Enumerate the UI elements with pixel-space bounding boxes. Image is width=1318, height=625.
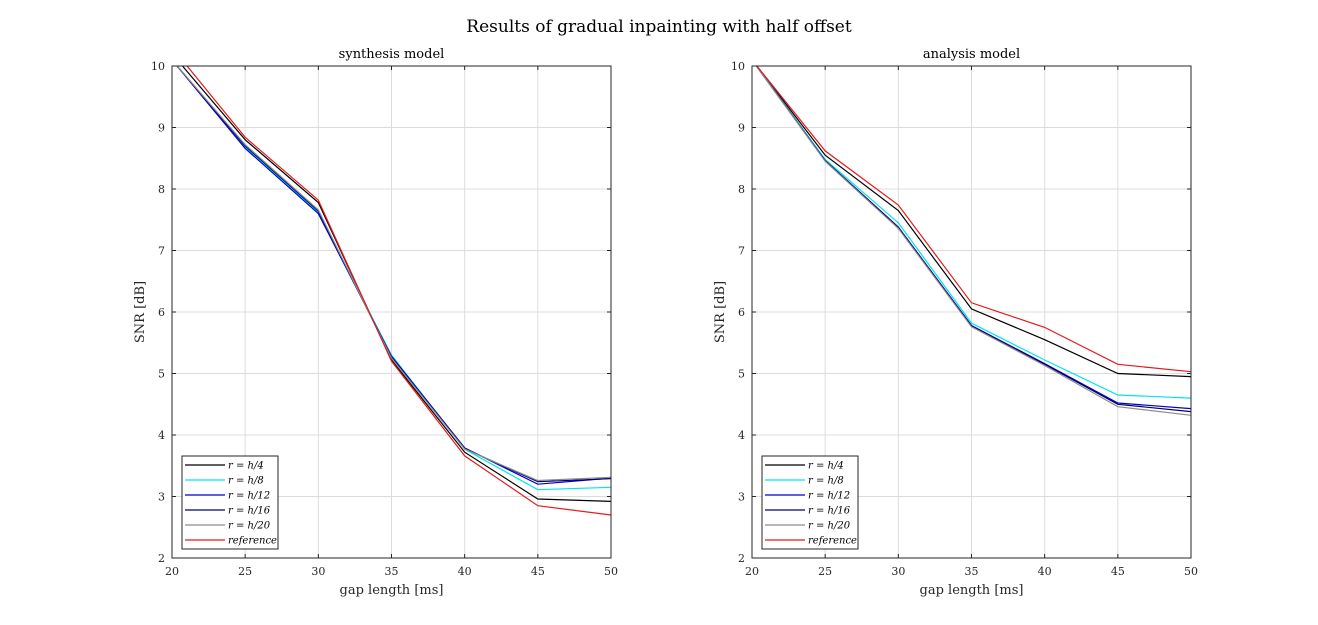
x-tick-label: 20 <box>165 565 179 578</box>
y-tick-label: 4 <box>158 429 165 442</box>
y-tick-label: 9 <box>738 122 745 135</box>
legend-entry: r = h/4 <box>808 461 844 472</box>
series-line-5 <box>755 66 1191 416</box>
y-axis-label: SNR [dB] <box>133 281 148 343</box>
x-axis-label: gap length [ms] <box>340 583 444 598</box>
y-tick-label: 8 <box>738 183 745 196</box>
y-tick-label: 6 <box>738 306 745 319</box>
x-tick-label: 50 <box>1184 565 1198 578</box>
panel-title: synthesis model <box>339 47 445 62</box>
x-tick-label: 50 <box>604 565 618 578</box>
y-tick-label: 3 <box>158 491 165 504</box>
legend-entry: reference <box>808 536 857 547</box>
legend-entry: r = h/20 <box>228 521 271 532</box>
series-line-5 <box>176 66 611 482</box>
legend-entry: reference <box>228 536 277 547</box>
y-tick-label: 6 <box>158 306 165 319</box>
x-tick-label: 40 <box>458 565 472 578</box>
x-tick-label: 35 <box>385 565 399 578</box>
y-tick-label: 3 <box>738 491 745 504</box>
y-tick-label: 8 <box>158 183 165 196</box>
legend-entry: r = h/8 <box>808 476 844 487</box>
legend-entry: r = h/4 <box>228 461 264 472</box>
y-tick-label: 7 <box>738 245 745 258</box>
legend-entry: r = h/16 <box>228 506 271 517</box>
x-tick-label: 30 <box>311 565 325 578</box>
series-line-6 <box>186 66 611 516</box>
series-line-6 <box>756 66 1191 373</box>
figure-title: Results of gradual inpainting with half … <box>466 17 852 37</box>
y-tick-label: 2 <box>738 552 745 565</box>
y-tick-label: 2 <box>158 552 165 565</box>
legend-entry: r = h/12 <box>808 491 850 502</box>
series-line-1 <box>755 66 1191 378</box>
legend: r = h/4 r = h/8 r = h/12 r = h/16 r = h/20 re… <box>181 455 279 550</box>
panel-title: analysis model <box>923 47 1020 62</box>
x-tick-label: 35 <box>965 565 979 578</box>
x-axis-label: gap length [ms] <box>920 583 1024 598</box>
x-tick-label: 20 <box>745 565 759 578</box>
y-axis-label: SNR [dB] <box>713 281 728 343</box>
y-tick-label: 7 <box>158 245 165 258</box>
x-tick-label: 25 <box>818 565 832 578</box>
series-line-2 <box>755 66 1191 399</box>
x-tick-label: 30 <box>891 565 905 578</box>
y-tick-label: 5 <box>738 368 745 381</box>
legend-entry: r = h/16 <box>808 506 851 517</box>
y-tick-label: 10 <box>731 60 745 73</box>
x-tick-label: 25 <box>238 565 252 578</box>
y-tick-label: 10 <box>151 60 165 73</box>
y-tick-label: 4 <box>738 429 745 442</box>
legend: r = h/4 r = h/8 r = h/12 r = h/16 r = h/20 re… <box>761 455 859 550</box>
legend-entry: r = h/8 <box>228 476 264 487</box>
y-tick-label: 5 <box>158 368 165 381</box>
y-tick-label: 9 <box>158 122 165 135</box>
legend-entry: r = h/20 <box>808 521 851 532</box>
x-tick-label: 45 <box>531 565 545 578</box>
x-tick-label: 45 <box>1111 565 1125 578</box>
x-tick-label: 40 <box>1038 565 1052 578</box>
legend-entry: r = h/12 <box>228 491 270 502</box>
